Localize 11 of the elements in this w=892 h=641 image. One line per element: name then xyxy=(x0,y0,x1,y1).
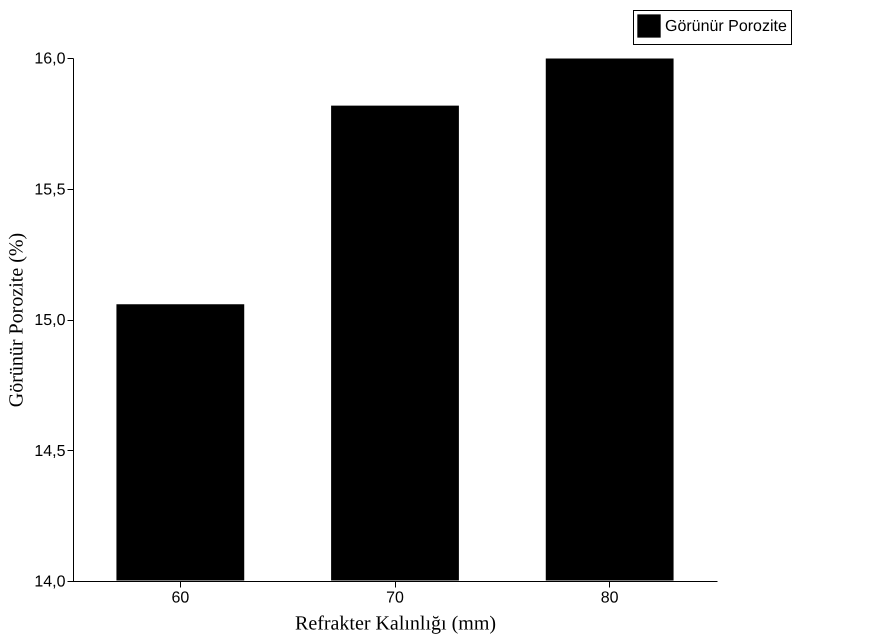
legend-label: Görünür Porozite xyxy=(665,18,787,35)
x-tick-label: 80 xyxy=(600,590,619,606)
y-tick-label: 15,0 xyxy=(34,312,66,329)
x-tick-label: 70 xyxy=(386,590,404,606)
x-axis-title: Refrakter Kalınlığı (mm) xyxy=(294,612,496,634)
y-tick-label: 15,5 xyxy=(34,181,66,198)
y-axis-title: Görünür Porozite (%) xyxy=(5,232,28,408)
x-tick-label: 60 xyxy=(171,590,190,606)
y-tick-label: 14,5 xyxy=(34,442,66,460)
y-tick-label: 14,0 xyxy=(34,574,66,590)
y-tick-label: 16,0 xyxy=(34,50,66,68)
